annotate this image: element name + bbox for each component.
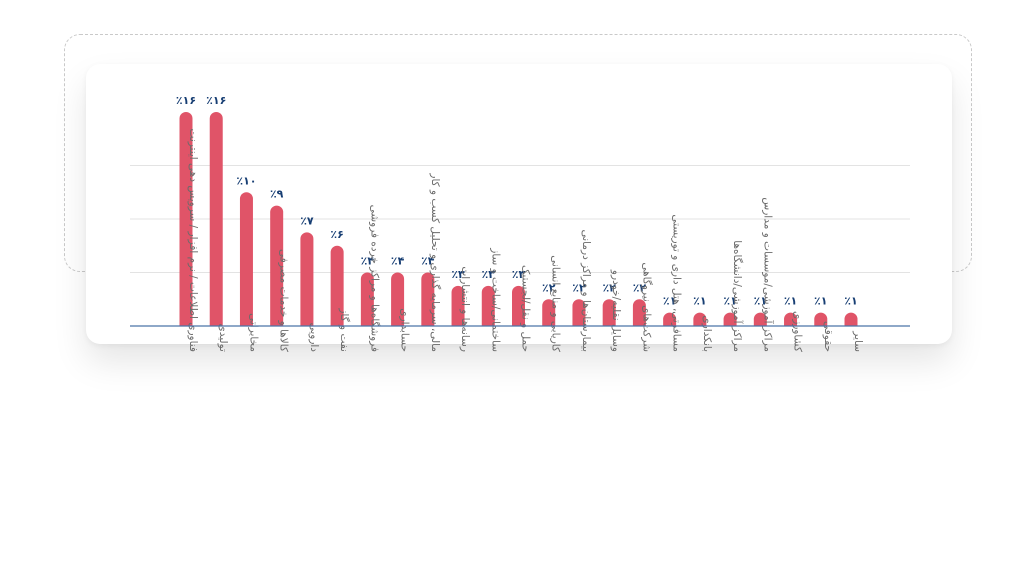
category-label: سایر bbox=[852, 330, 864, 352]
bar bbox=[451, 285, 465, 326]
category-label: بیمارستان‌ها و مراکز درمانی bbox=[580, 230, 592, 353]
bar bbox=[723, 312, 737, 326]
category-label: مراکز آموزشی/موسسات و مدارس bbox=[761, 197, 774, 352]
category-label: تولیدی bbox=[217, 324, 229, 353]
bar bbox=[360, 272, 374, 326]
data-label: ٪۱ bbox=[784, 295, 797, 308]
category-label: حقوقی bbox=[822, 321, 834, 352]
category-label: رسانه‌ها و انتشارات bbox=[459, 266, 471, 352]
category-label: فناوری اطلاعات / نرم افزار / سرویس دهی ا… bbox=[187, 129, 199, 352]
category-label: مراکز آموزشی/دانشگاه‌ها bbox=[731, 240, 744, 352]
data-label: ٪۴ bbox=[391, 255, 405, 268]
bar bbox=[542, 299, 556, 326]
category-label: شرکت‌های نیروگاهی bbox=[640, 262, 653, 352]
category-label: مالی، سرمایه گذاری و تحلیل کسب و کار bbox=[429, 172, 442, 352]
bar bbox=[844, 312, 858, 326]
data-label: ٪۲ bbox=[572, 281, 586, 294]
data-label: ٪۴ bbox=[421, 255, 435, 268]
category-label: مخابراتی bbox=[247, 313, 259, 352]
data-label: ٪۱۰ bbox=[236, 174, 256, 187]
category-label: نفت و گاز bbox=[338, 307, 351, 352]
data-label: ٪۱ bbox=[844, 295, 857, 308]
bar bbox=[663, 312, 677, 326]
data-label: ٪۱ bbox=[723, 295, 736, 308]
data-label: ٪۷ bbox=[300, 214, 314, 227]
data-label: ٪۲ bbox=[602, 281, 616, 294]
category-label: وسایل نقلیه/خودرو bbox=[610, 269, 622, 352]
category-label: حسابداری bbox=[399, 308, 411, 352]
bar bbox=[270, 205, 284, 326]
data-label: ٪۱ bbox=[754, 295, 767, 308]
data-label: ٪۳ bbox=[482, 268, 496, 281]
bar bbox=[421, 272, 435, 326]
data-label: ٪۳ bbox=[451, 268, 465, 281]
category-label: حمل و نقل/لجستیک bbox=[520, 265, 532, 352]
bar bbox=[693, 312, 707, 326]
category-label: بانکداری bbox=[701, 315, 713, 352]
bar bbox=[784, 312, 798, 326]
bar bbox=[814, 312, 828, 326]
bar bbox=[300, 232, 314, 326]
bar bbox=[179, 112, 193, 327]
data-label: ٪۱۶ bbox=[206, 94, 226, 107]
category-label: ساختمانی/ساخت و ساز bbox=[489, 247, 501, 352]
data-label: ٪۹ bbox=[270, 188, 284, 201]
bar bbox=[391, 272, 405, 326]
bar bbox=[209, 112, 223, 327]
category-label: کالاها و خدمات مصرفی bbox=[278, 249, 290, 352]
data-label: ٪۲ bbox=[542, 281, 556, 294]
bar bbox=[512, 285, 525, 326]
bar bbox=[481, 285, 495, 326]
bar bbox=[330, 245, 344, 326]
bar bbox=[632, 299, 646, 326]
data-label: ٪۶ bbox=[330, 228, 343, 241]
data-label: ٪۲ bbox=[633, 281, 647, 294]
data-label: ٪۱ bbox=[663, 295, 676, 308]
category-label: مسافرتی، هتل داری و توریستی bbox=[671, 214, 683, 352]
category-label: دارویی bbox=[308, 323, 320, 353]
category-label: فروشگاه‌ها و مراکز خرده فروشی bbox=[368, 205, 381, 352]
data-label: ٪۳ bbox=[512, 268, 526, 281]
bar bbox=[572, 299, 586, 326]
bar bbox=[239, 192, 253, 326]
category-label: کاریابی و منابع انسانی bbox=[550, 255, 562, 352]
bar bbox=[753, 312, 767, 326]
data-label: ٪۴ bbox=[361, 255, 375, 268]
data-label: ٪۱ bbox=[693, 295, 706, 308]
category-label: کشاورزی bbox=[792, 311, 804, 352]
bar bbox=[602, 299, 616, 326]
data-label: ٪۱ bbox=[814, 295, 827, 308]
data-label: ٪۱۶ bbox=[176, 94, 196, 107]
